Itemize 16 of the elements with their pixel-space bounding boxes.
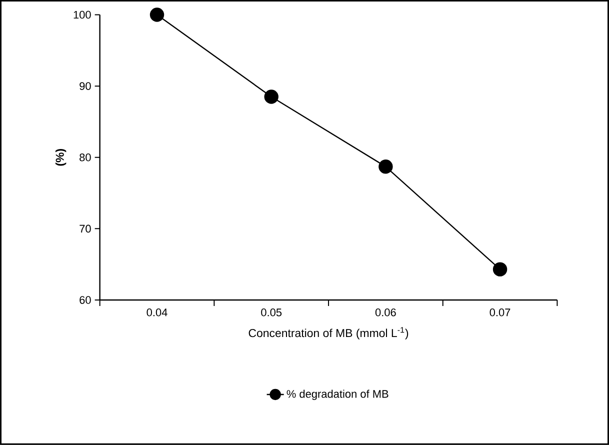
x-axis-title: Concentration of MB (mmol L$^{-1}$) [248, 327, 408, 340]
x-tick-label: 0.07 [490, 308, 510, 316]
y-axis-title: (%) [55, 149, 66, 166]
x-tick-label: 0.05 [261, 308, 282, 316]
point [264, 90, 278, 104]
y-tick-label: 90 [80, 82, 91, 90]
point [378, 160, 393, 174]
x-tick-label: 0.06 [375, 308, 396, 316]
y-tick-label: 60 [80, 296, 91, 304]
y-tick-label: 80 [80, 154, 91, 162]
x-tick-label: 0.04 [146, 308, 168, 316]
point [150, 8, 164, 22]
y-tick-label: 100 [74, 10, 91, 19]
legend-label: % degradation of MB [286, 390, 388, 400]
y-tick-label: 70 [80, 224, 91, 233]
point [492, 262, 508, 276]
